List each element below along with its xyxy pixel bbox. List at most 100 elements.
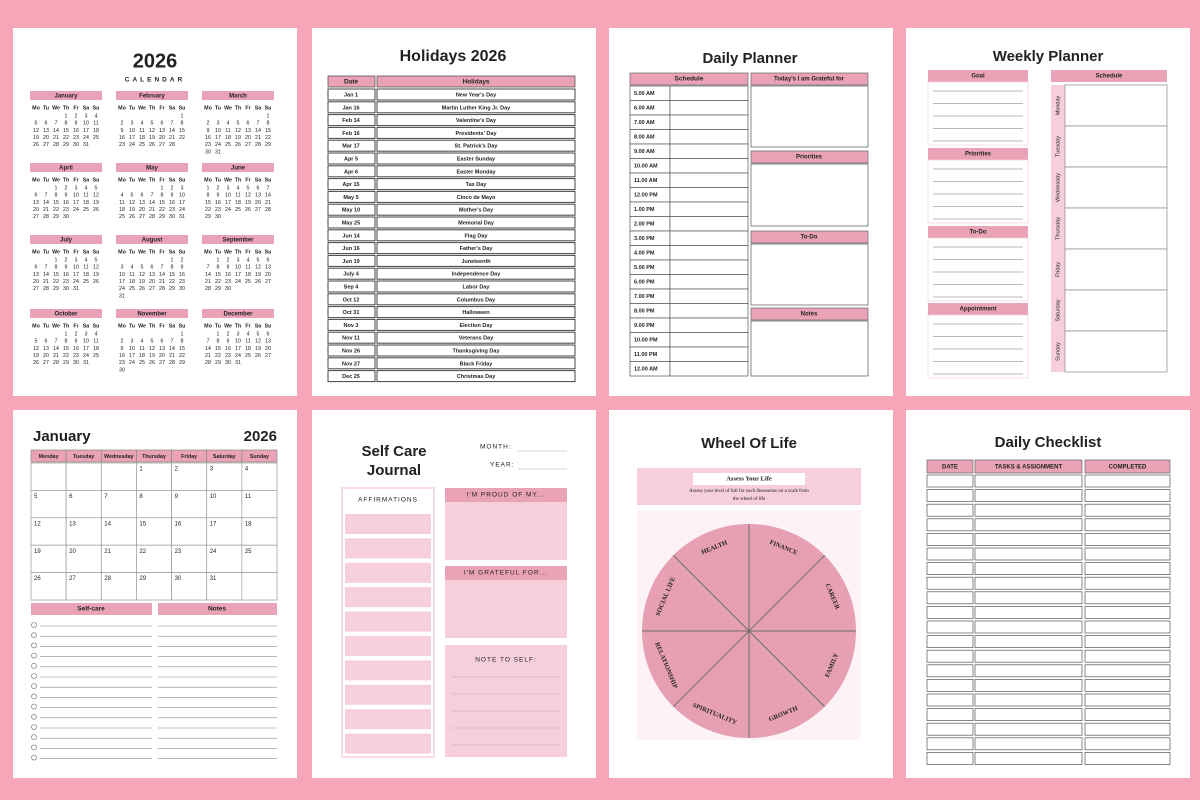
- day: 23: [119, 142, 125, 148]
- day-strip: [1051, 85, 1065, 126]
- day: 30: [215, 214, 221, 220]
- holiday-date: Jan 16: [342, 105, 359, 111]
- day-cell: [241, 462, 278, 491]
- day: 12: [255, 339, 261, 345]
- day: 14: [104, 521, 111, 527]
- holiday-date: Apr 6: [344, 169, 358, 175]
- month-header: [116, 309, 188, 318]
- time: 7.00 AM: [634, 120, 655, 126]
- row-cell: [926, 562, 974, 575]
- slot-cell: [669, 216, 749, 232]
- weekday: Th: [63, 249, 69, 255]
- section-title: Today's I am Grateful for: [774, 77, 845, 83]
- weekday: Su: [265, 177, 272, 183]
- weekday: Sa: [255, 177, 262, 183]
- table-header: [376, 75, 576, 88]
- day: 10: [83, 339, 89, 345]
- day: 10: [73, 193, 79, 199]
- month-name: November: [137, 312, 167, 318]
- day: 10: [235, 265, 241, 271]
- holiday-name: Black Friday: [460, 361, 494, 367]
- day: 6: [35, 193, 38, 199]
- checklist-title: Daily Checklist: [995, 434, 1102, 451]
- section-title: Self-care: [77, 606, 105, 613]
- day-cell: [65, 517, 102, 546]
- row-cell: [1084, 722, 1171, 736]
- day: 1: [217, 257, 220, 263]
- weekday: We: [224, 249, 232, 255]
- holiday-date: Jun 19: [342, 259, 359, 265]
- row-cell: [974, 620, 1083, 634]
- day-cell: [136, 462, 172, 491]
- day: 7: [45, 193, 48, 199]
- day: 12: [93, 265, 99, 271]
- section-title: Schedule: [675, 76, 704, 83]
- day: 17: [83, 346, 89, 352]
- day: 20: [255, 200, 261, 206]
- row-cell: [376, 267, 576, 280]
- day: 16: [225, 272, 231, 278]
- weekday: Su: [93, 323, 100, 329]
- day: 18: [245, 272, 251, 278]
- weekday: Fr: [245, 249, 250, 255]
- day: 29: [169, 286, 175, 292]
- day: 22: [53, 279, 59, 285]
- header: TASKS & ASSIGNMENT: [995, 465, 1063, 471]
- time: 5.00 PM: [634, 265, 655, 271]
- row-cell: [327, 267, 376, 280]
- day: 22: [205, 207, 211, 213]
- holidays-title: Holidays 2026: [400, 48, 507, 65]
- row-cell: [926, 620, 974, 634]
- weekday: Sa: [169, 177, 176, 183]
- day: 4: [247, 257, 250, 263]
- row-cell: [1084, 474, 1171, 488]
- day: 27: [159, 142, 165, 148]
- section-title: Appointment: [960, 307, 997, 313]
- weekday: Mo: [118, 177, 126, 183]
- day: 8: [181, 121, 184, 127]
- day: 28: [43, 214, 49, 220]
- holiday-name: Easter Sunday: [457, 156, 496, 162]
- table-header: [327, 75, 376, 88]
- day: 31: [210, 576, 217, 582]
- day: 8: [65, 339, 68, 345]
- checkbox: [31, 632, 37, 639]
- row-cell: [1084, 591, 1171, 605]
- weekday: Su: [93, 249, 100, 255]
- weekday: Su: [265, 249, 272, 255]
- day: 18: [245, 346, 251, 352]
- month-name: May: [146, 166, 158, 172]
- day: 24: [235, 353, 241, 359]
- day: 7: [207, 339, 210, 345]
- day: 23: [215, 207, 221, 213]
- day-box: [1064, 289, 1168, 332]
- day: 15: [205, 200, 211, 206]
- day-box: [1064, 330, 1168, 373]
- day: 24: [179, 207, 185, 213]
- holiday-name: Columbus Day: [457, 297, 496, 303]
- weekday: We: [224, 323, 232, 329]
- day: 25: [245, 353, 251, 359]
- prompt-box: [445, 580, 567, 638]
- section-box: [927, 159, 1029, 224]
- day: 1: [161, 185, 164, 191]
- day: 8: [171, 265, 174, 271]
- prompt-header: [445, 566, 567, 580]
- day: 19: [34, 549, 41, 555]
- slot-cell: [669, 143, 749, 159]
- row-cell: [1084, 503, 1171, 517]
- weekday: Sa: [83, 177, 90, 183]
- row-cell: [974, 679, 1083, 692]
- day: 7: [257, 121, 260, 127]
- day: 2: [75, 113, 78, 119]
- checkbox: [31, 724, 37, 730]
- day: 22: [159, 207, 165, 213]
- day: 30: [169, 214, 175, 220]
- row-cell: [1084, 737, 1171, 751]
- day: 6: [161, 121, 164, 127]
- day: 27: [139, 214, 145, 220]
- day: 2: [121, 339, 124, 345]
- affirmation-row: [345, 684, 431, 705]
- month-year: 2026: [244, 428, 277, 445]
